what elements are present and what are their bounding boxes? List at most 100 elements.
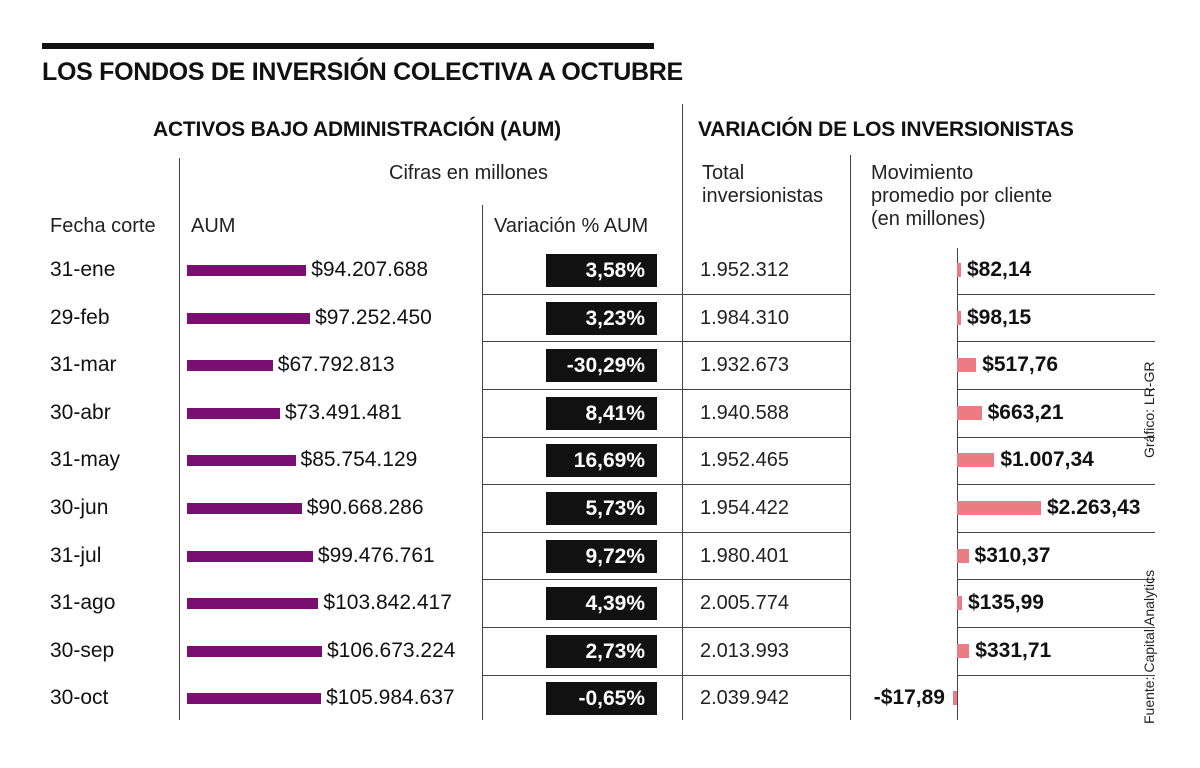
aum-value-label: $73.491.481 — [285, 400, 402, 424]
header-movement-line-3: (en millones) — [871, 208, 986, 230]
variation-badge: 9,72% — [546, 539, 657, 573]
variation-badge: 8,41% — [546, 396, 657, 430]
row-separator — [683, 436, 850, 438]
movement-value-label: $663,21 — [987, 400, 1064, 424]
aum-value-label: $97.252.450 — [315, 305, 432, 329]
row-separator — [482, 389, 682, 390]
aum-value-label: $67.792.813 — [277, 353, 395, 377]
variation-badge: 5,73% — [546, 492, 657, 525]
date-label: 29-feb — [50, 305, 110, 329]
movement-value-label: $517,76 — [982, 353, 1059, 377]
row-separator — [482, 579, 682, 581]
credit-label: Gráfico: LR-GR — [1141, 361, 1157, 458]
movement-value-label: $82,14 — [967, 258, 1032, 281]
aum-value-label: $103.842.417 — [323, 591, 452, 615]
row-separator — [683, 341, 850, 343]
row-separator — [683, 627, 850, 628]
header-movement: Movimiento promedio por cliente (en mill… — [871, 162, 1052, 231]
investors-value: 1.980.401 — [700, 544, 789, 567]
movement-bar — [957, 643, 970, 658]
header-total-line-2: inversionistas — [702, 185, 824, 207]
row-separator — [683, 389, 850, 390]
row-separator — [482, 627, 682, 628]
investors-value: 1.940.588 — [700, 401, 789, 424]
source-label: Fuente: Capital Analytics — [1141, 569, 1157, 724]
row-separator — [957, 484, 1155, 486]
row-separator — [482, 674, 682, 676]
movement-zero-axis — [957, 248, 958, 720]
investors-value: 1.952.465 — [700, 449, 789, 472]
date-label: 30-oct — [50, 686, 109, 710]
movement-bar — [957, 405, 982, 420]
divider-variation-left — [482, 205, 483, 720]
aum-bar — [187, 645, 322, 657]
variation-badge: -0,65% — [546, 682, 657, 716]
aum-bar — [187, 407, 280, 419]
aum-value-label: $99.476.761 — [317, 543, 435, 567]
movement-value-label: $98,15 — [967, 305, 1032, 329]
row-separator — [957, 341, 1155, 343]
row-separator — [683, 531, 850, 533]
date-label: 30-sep — [50, 638, 115, 662]
investors-value: 2.005.774 — [700, 592, 789, 615]
row-separator — [957, 579, 1155, 581]
movement-bar — [957, 501, 1041, 515]
row-separator — [957, 293, 1155, 295]
movement-value-label: $1.007,34 — [1000, 448, 1094, 472]
top-rule — [42, 43, 654, 49]
variation-badge: 16,69% — [546, 444, 657, 478]
variation-badge: 3,23% — [546, 301, 657, 335]
aum-bar — [187, 693, 322, 705]
aum-value-label: $94.207.688 — [311, 258, 429, 281]
date-label: 31-may — [50, 448, 121, 472]
divider-aum-left — [179, 158, 180, 720]
movement-value-label: $135,99 — [968, 591, 1044, 615]
aum-value-label: $105.984.637 — [326, 686, 455, 710]
aum-bar — [187, 312, 311, 324]
variation-badge: 3,58% — [546, 254, 657, 287]
movement-bar — [957, 548, 969, 563]
investors-value: 2.039.942 — [700, 687, 789, 710]
date-label: 30-jun — [50, 496, 109, 519]
header-total-investors: Total inversionistas — [702, 162, 823, 208]
variation-badge: 2,73% — [546, 634, 657, 668]
movement-bar — [957, 453, 995, 468]
movement-bar — [953, 691, 957, 706]
units-note: Cifras en millones — [389, 162, 548, 184]
movement-bar — [957, 358, 977, 373]
row-separator — [683, 484, 850, 486]
investors-value: 1.952.312 — [700, 259, 789, 281]
row-separator — [683, 293, 850, 295]
row-separator — [482, 341, 682, 343]
aum-value-label: $85.754.129 — [300, 448, 418, 472]
divider-movement-left — [850, 155, 851, 720]
header-movement-line-2: promedio por cliente — [871, 185, 1053, 207]
variation-badge: -30,29% — [546, 349, 657, 383]
movement-value-label: -$17,89 — [873, 686, 945, 710]
aum-bar — [187, 455, 296, 467]
section-title-aum: ACTIVOS BAJO ADMINISTRACIÓN (AUM) — [153, 118, 561, 141]
header-total-line-1: Total — [702, 162, 745, 184]
aum-bar — [187, 503, 302, 514]
aum-bar — [187, 265, 307, 276]
aum-bar — [187, 598, 319, 610]
date-label: 31-ago — [50, 591, 116, 615]
row-separator — [482, 293, 682, 295]
row-separator — [957, 531, 1155, 533]
date-label: 31-ene — [50, 258, 116, 281]
movement-value-label: $310,37 — [974, 543, 1051, 567]
section-title-investors: VARIACIÓN DE LOS INVERSIONISTAS — [698, 118, 1074, 141]
row-separator — [957, 674, 1155, 676]
date-label: 30-abr — [50, 400, 111, 424]
date-label: 31-mar — [50, 353, 117, 377]
row-separator — [683, 674, 850, 676]
aum-bar — [187, 360, 273, 372]
investors-value: 1.932.673 — [700, 354, 789, 377]
movement-bar — [957, 596, 963, 611]
divider-section — [682, 104, 683, 720]
aum-bar — [187, 550, 313, 562]
movement-bar — [957, 310, 961, 325]
date-label: 31-jul — [50, 543, 102, 567]
row-separator — [957, 389, 1155, 390]
movement-bar — [957, 263, 961, 277]
